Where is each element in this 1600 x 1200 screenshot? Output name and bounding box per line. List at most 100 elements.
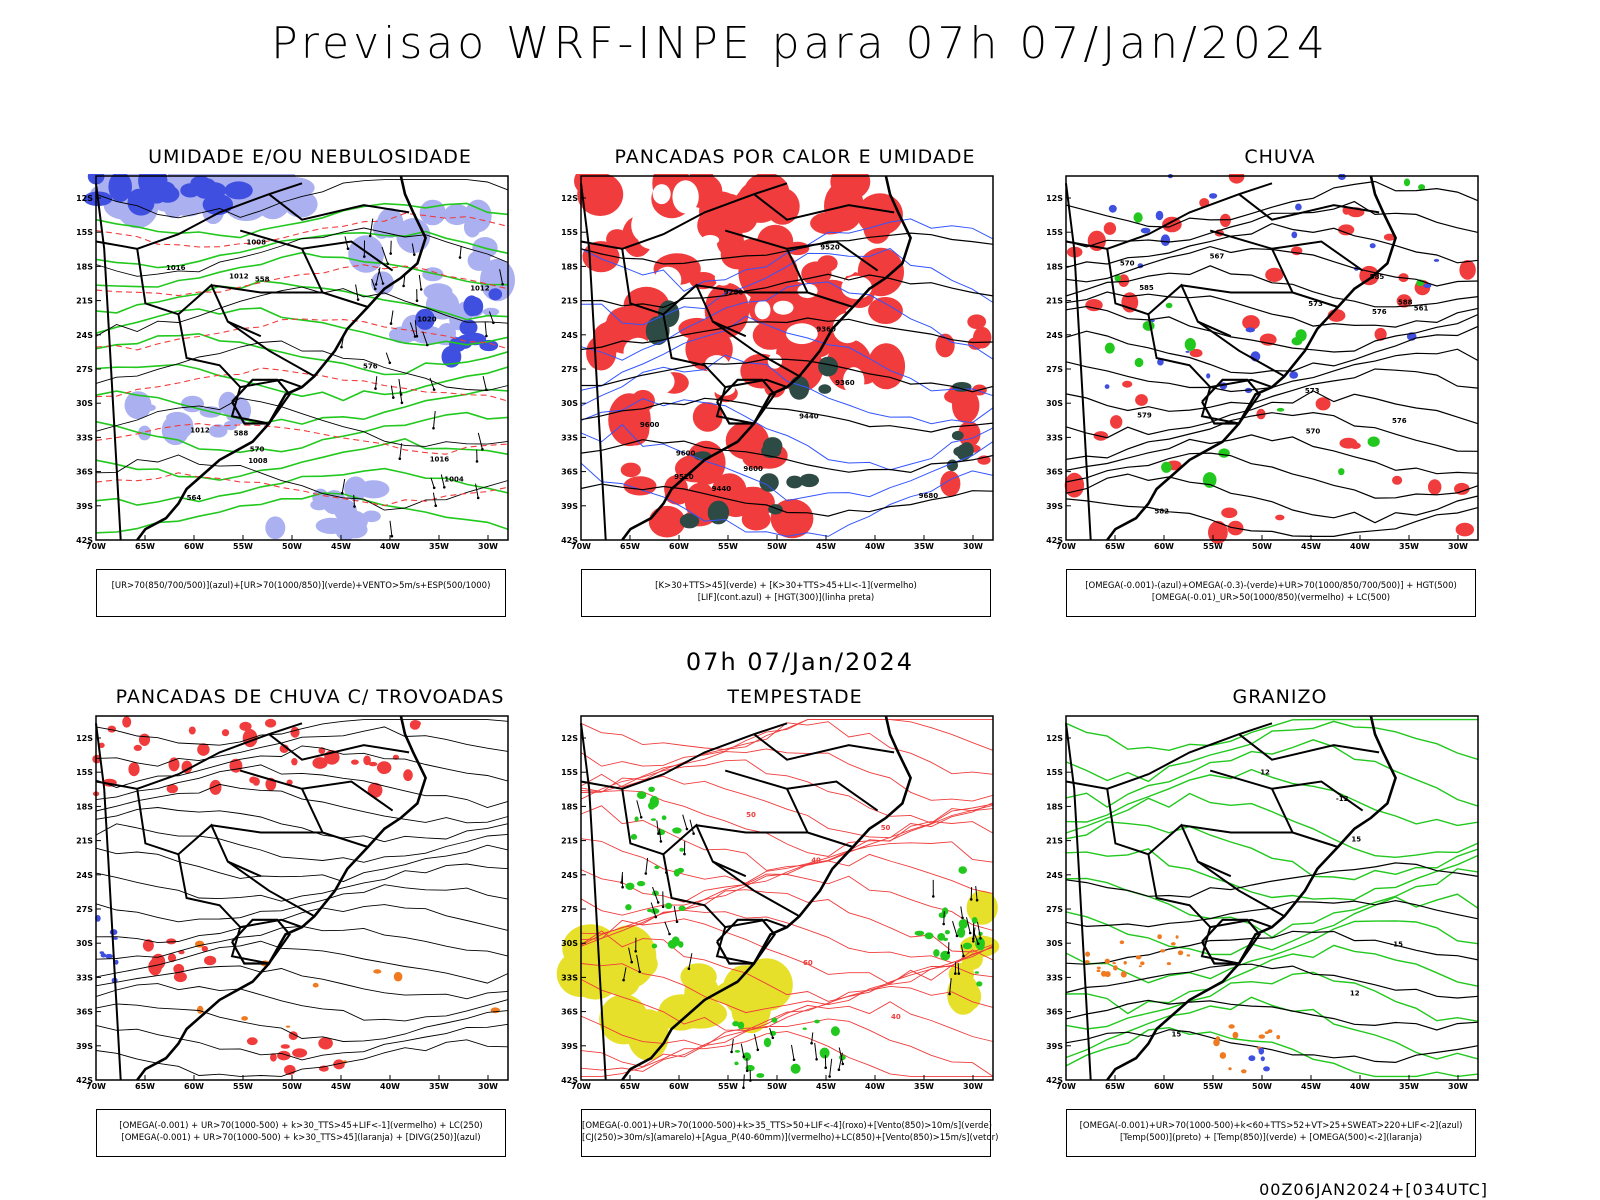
thunderstorm-area (209, 779, 222, 795)
contour-label: 9600 (640, 421, 660, 429)
omega500-area (1120, 971, 1127, 978)
lat-label: 27S (561, 365, 578, 374)
wind-vector-head (685, 827, 689, 831)
omega-area (1185, 350, 1190, 353)
contour-label: 1016 (166, 264, 186, 272)
wind-vector-head (948, 992, 951, 996)
contour-label: 9280 (724, 289, 744, 297)
clear-area (754, 300, 771, 320)
contour-label: 50 (881, 824, 891, 832)
run-time-label: 00Z06JAN2024+[034UTC] (1259, 1180, 1488, 1199)
omega500-area (1138, 965, 1142, 968)
country-border (268, 733, 410, 761)
humidity-ocean-area (423, 283, 453, 301)
divergence-area (100, 953, 107, 958)
precipitable-water-contour (580, 985, 994, 1047)
lon-label: 60W (184, 1082, 204, 1091)
lon-label: 40W (1350, 1082, 1370, 1091)
humidity-mid-area (315, 517, 348, 534)
lon-label: 65W (620, 542, 640, 551)
streamline-250 (95, 764, 509, 808)
wind-vector-head (356, 298, 360, 301)
precipitable-water-contour (580, 790, 994, 857)
omega-strong-area (1276, 407, 1285, 412)
wind-vector-head (374, 287, 377, 291)
country-border (1210, 918, 1273, 929)
humidity-mid-area (357, 480, 390, 499)
wind-vector (414, 320, 418, 337)
omega500-area (1175, 935, 1179, 939)
contour-label: 570 (1306, 428, 1321, 436)
lat-label: 15S (561, 768, 578, 777)
wind-vector (957, 963, 960, 974)
legend-line: [OMEGA(-0.01)_UR>50(1000/850)(vermelho) … (1151, 593, 1391, 603)
rain-area (1396, 294, 1412, 308)
clear-area (652, 184, 671, 205)
temp500-contour (1065, 1029, 1479, 1064)
wind-vector-head (381, 282, 385, 285)
omega500-area (1113, 965, 1118, 971)
contour-label: 585 (1370, 273, 1385, 281)
wind-vector-head (932, 895, 935, 898)
lat-label: 27S (561, 905, 578, 914)
clear-area (836, 259, 857, 276)
jet-stream-area (658, 994, 705, 1028)
lon-label: 70W (571, 1082, 591, 1091)
lon-label: 45W (331, 1082, 351, 1091)
contour-label: 9360 (835, 379, 855, 387)
wind-vector-head (353, 505, 356, 508)
wind850-area (630, 834, 638, 840)
wind-vector (353, 494, 355, 507)
wind850-area (974, 971, 979, 974)
rain-area (1110, 415, 1123, 429)
lat-label: 15S (1046, 228, 1063, 237)
contour-label: 1004 (444, 475, 464, 483)
humidity-mid-area (224, 420, 238, 431)
thunderstorm-area (188, 726, 196, 735)
wind-vector (381, 246, 389, 264)
thunderstorm-area (312, 757, 328, 769)
wind-vector (409, 322, 416, 337)
contour-label: 1008 (247, 239, 267, 247)
lon-label: 45W (1301, 1082, 1321, 1091)
wind-vector (390, 240, 392, 254)
contour-label: 9360 (816, 325, 836, 333)
wind-vector-head (402, 284, 405, 288)
rain-area (1338, 224, 1355, 236)
legend-rain: [OMEGA(-0.001)-(azul)+OMEGA(-0.3)-(verde… (1066, 569, 1476, 617)
lat-label: 21S (561, 297, 578, 306)
lat-label: 18S (1046, 262, 1063, 271)
wind-vector-head (432, 426, 435, 430)
wind-vector-head (476, 496, 480, 500)
lat-label: 21S (1046, 297, 1063, 306)
coastline (621, 715, 912, 1081)
lat-label: 39S (561, 1042, 578, 1051)
contour-label: 50 (746, 811, 756, 819)
hgt500-contour (1065, 452, 1479, 499)
wind-vector-head (443, 486, 446, 489)
humidity-ocean-area (422, 267, 444, 282)
contour-label: 9600 (743, 465, 763, 473)
humidity-high-area (224, 181, 253, 200)
hgt500-contour (1065, 390, 1479, 439)
thunderstorm-area (270, 1053, 277, 1062)
wind-vector-head (388, 361, 392, 365)
humidity-low-contour (95, 332, 509, 376)
instability-area (716, 193, 740, 207)
wind850-area (742, 1052, 751, 1061)
wind-vector (432, 492, 437, 506)
lat-label: 42S (561, 1076, 578, 1085)
precipitable-water-contour (580, 803, 994, 871)
wind-vector (656, 820, 659, 834)
wind850-area (661, 815, 667, 820)
lon-label: 40W (380, 542, 400, 551)
country-border (724, 769, 854, 848)
precipitable-water-contour (580, 1001, 994, 1068)
omega500-area (1258, 1034, 1266, 1039)
wind-vector-head (968, 931, 972, 935)
wind-vector-head (683, 852, 686, 856)
country-border (211, 284, 323, 294)
thunderstorm-area (92, 754, 102, 764)
instability-area (577, 174, 624, 216)
wind-vector (399, 443, 403, 459)
